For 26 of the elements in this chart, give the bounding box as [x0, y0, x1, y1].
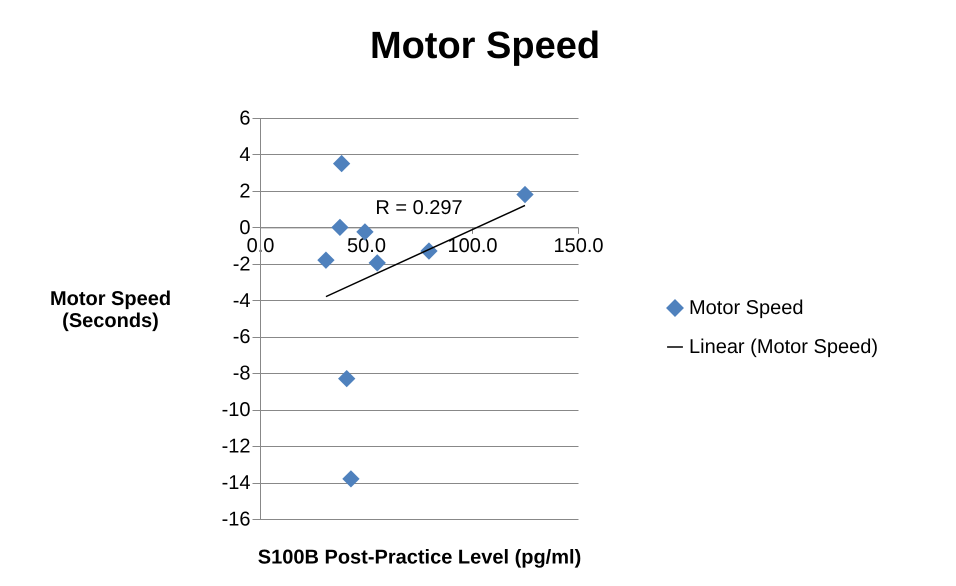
point	[516, 186, 534, 204]
point	[342, 470, 360, 488]
y-tick-label: -10	[222, 399, 250, 422]
x-tick-label: 100.0	[447, 234, 498, 257]
y-tick-label: -16	[222, 508, 250, 530]
point	[368, 254, 386, 272]
point	[332, 154, 350, 172]
point	[338, 370, 356, 388]
annotation: R = 0.297	[375, 197, 463, 220]
legend-label: Motor Speed	[689, 297, 804, 319]
y-tick-label: 4	[239, 144, 250, 166]
point	[331, 218, 349, 236]
x-axis-title: S100B Post-Practice Level (pg/ml)	[258, 546, 582, 568]
y-tick-label: -6	[232, 326, 250, 348]
y-tick-label: -4	[232, 290, 250, 312]
y-tick-label: -8	[232, 362, 250, 385]
x-tick-label: 50.0	[347, 234, 386, 257]
y-tick-label: 2	[239, 180, 250, 202]
point	[317, 252, 335, 269]
y-tick-label: -14	[222, 472, 250, 494]
y-tick-label: -12	[222, 436, 250, 458]
chart-title: Motor Speed	[370, 25, 600, 67]
x-tick-label: 150.0	[553, 234, 604, 257]
y-tick-label: 6	[239, 108, 250, 130]
y-axis-title: Motor Speed (Seconds)	[50, 288, 172, 332]
legend-label: Linear (Motor Speed)	[689, 336, 878, 358]
